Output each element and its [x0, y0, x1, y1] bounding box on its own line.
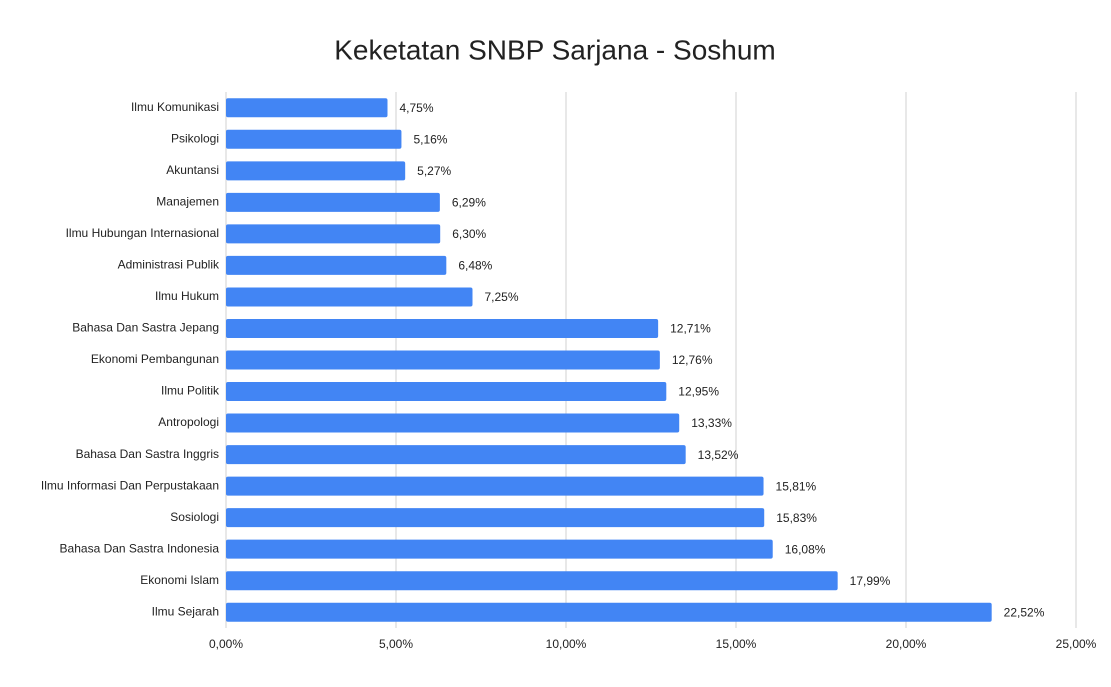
value-label: 15,81% [776, 479, 817, 493]
y-tick-label: Antropologi [158, 415, 219, 429]
x-tick-label: 0,00% [209, 637, 243, 651]
bar [226, 539, 773, 559]
bar [226, 287, 473, 307]
y-tick-label: Manajemen [156, 195, 219, 209]
y-tick-label: Bahasa Dan Sastra Indonesia [60, 541, 220, 555]
bar [226, 413, 680, 433]
value-label: 17,99% [850, 574, 891, 588]
y-tick-label: Administrasi Publik [118, 258, 220, 272]
y-tick-label: Ilmu Komunikasi [131, 100, 219, 114]
chart-title: Keketatan SNBP Sarjana - Soshum [334, 34, 776, 65]
y-tick-label: Ilmu Politik [161, 384, 220, 398]
y-tick-label: Bahasa Dan Sastra Jepang [72, 321, 219, 335]
value-label: 13,52% [698, 448, 739, 462]
x-tick-label: 20,00% [886, 637, 927, 651]
bar [226, 224, 441, 244]
bar [226, 445, 686, 465]
y-tick-label: Ilmu Informasi Dan Perpustakaan [41, 478, 219, 492]
value-label: 6,29% [452, 196, 486, 210]
y-tick-label: Ekonomi Pembangunan [91, 352, 219, 366]
value-label: 6,48% [458, 259, 492, 273]
bar [226, 571, 838, 591]
y-tick-label: Akuntansi [166, 163, 219, 177]
y-tick-label: Ekonomi Islam [140, 573, 219, 587]
bar [226, 602, 992, 622]
y-tick-label: Ilmu Hukum [155, 289, 219, 303]
bar [226, 382, 667, 402]
x-tick-label: 15,00% [716, 637, 757, 651]
x-tick-label: 25,00% [1056, 637, 1097, 651]
bar [226, 318, 659, 338]
bar [226, 255, 447, 275]
value-label: 22,52% [1004, 605, 1045, 619]
value-label: 12,95% [678, 385, 719, 399]
bar [226, 350, 660, 370]
value-label: 12,71% [670, 322, 711, 336]
value-label: 5,27% [417, 164, 451, 178]
value-label: 15,83% [776, 511, 817, 525]
x-tick-label: 5,00% [379, 637, 413, 651]
bar [226, 192, 440, 212]
y-tick-label: Psikologi [171, 131, 219, 145]
y-tick-label: Bahasa Dan Sastra Inggris [76, 447, 219, 461]
value-label: 7,25% [485, 290, 519, 304]
value-label: 16,08% [785, 542, 826, 556]
bar [226, 476, 764, 496]
bar [226, 129, 402, 149]
value-label: 13,33% [691, 416, 732, 430]
y-tick-label: Ilmu Hubungan Internasional [66, 226, 219, 240]
y-tick-label: Ilmu Sejarah [152, 604, 219, 618]
y-tick-label: Sosiologi [170, 510, 219, 524]
value-label: 4,75% [400, 101, 434, 115]
bar [226, 508, 765, 528]
x-tick-label: 10,00% [546, 637, 587, 651]
bar [226, 98, 388, 118]
bar [226, 161, 406, 181]
value-label: 5,16% [413, 132, 447, 146]
value-label: 12,76% [672, 353, 713, 367]
value-label: 6,30% [452, 227, 486, 241]
